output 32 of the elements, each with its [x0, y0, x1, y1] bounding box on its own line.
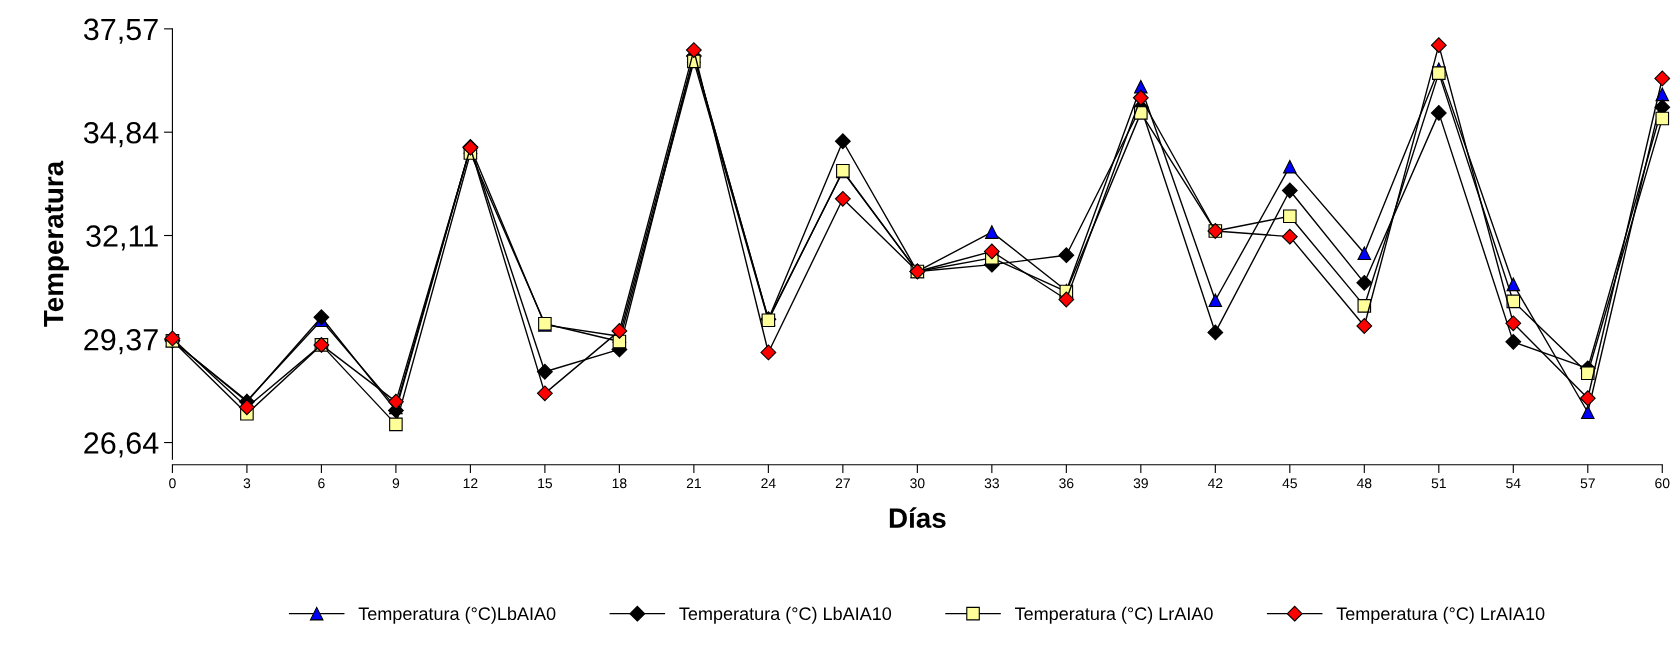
- x-tick-label: 54: [1506, 478, 1521, 489]
- y-tick-label: 26,64: [84, 432, 159, 458]
- legend-label: Temperatura (°C)LbAIA0: [358, 606, 556, 624]
- x-tick-label: 30: [910, 478, 925, 489]
- x-tick-label: 45: [1282, 478, 1297, 489]
- y-tick-label: 34,84: [83, 121, 159, 148]
- x-tick-label: 15: [538, 478, 553, 489]
- x-tick-label: 48: [1356, 478, 1372, 489]
- y-tick-label: 32,11: [86, 225, 158, 251]
- y-axis-title: Temperatura: [44, 160, 69, 327]
- y-tick-label: 37,57: [83, 18, 158, 44]
- x-axis-title: Días: [889, 507, 946, 528]
- x-tick-label: 57: [1580, 478, 1595, 489]
- x-tick-label: 42: [1207, 478, 1223, 489]
- x-tick-label: 18: [612, 478, 627, 489]
- legend-label: Temperatura (°C) LrAIA10: [1336, 606, 1545, 624]
- x-tick-label: 0: [169, 478, 176, 489]
- x-tick-label: 27: [835, 478, 850, 489]
- x-tick-label: 60: [1655, 478, 1670, 489]
- x-tick-label: 36: [1059, 478, 1074, 489]
- x-tick-label: 6: [318, 478, 325, 489]
- x-tick-label: 9: [392, 478, 400, 489]
- y-tick-label: 29,37: [84, 328, 158, 355]
- x-tick-label: 39: [1133, 478, 1148, 489]
- x-tick-label: 3: [243, 478, 251, 489]
- x-tick-label: 51: [1431, 478, 1446, 489]
- legend-label: Temperatura (°C) LrAIA0: [1014, 606, 1213, 624]
- legend-label: Temperatura (°C) LbAIA10: [679, 606, 892, 624]
- x-tick-label: 33: [984, 478, 999, 489]
- x-tick-label: 21: [686, 478, 701, 489]
- x-tick-label: 12: [463, 478, 478, 489]
- x-tick-label: 24: [761, 478, 776, 489]
